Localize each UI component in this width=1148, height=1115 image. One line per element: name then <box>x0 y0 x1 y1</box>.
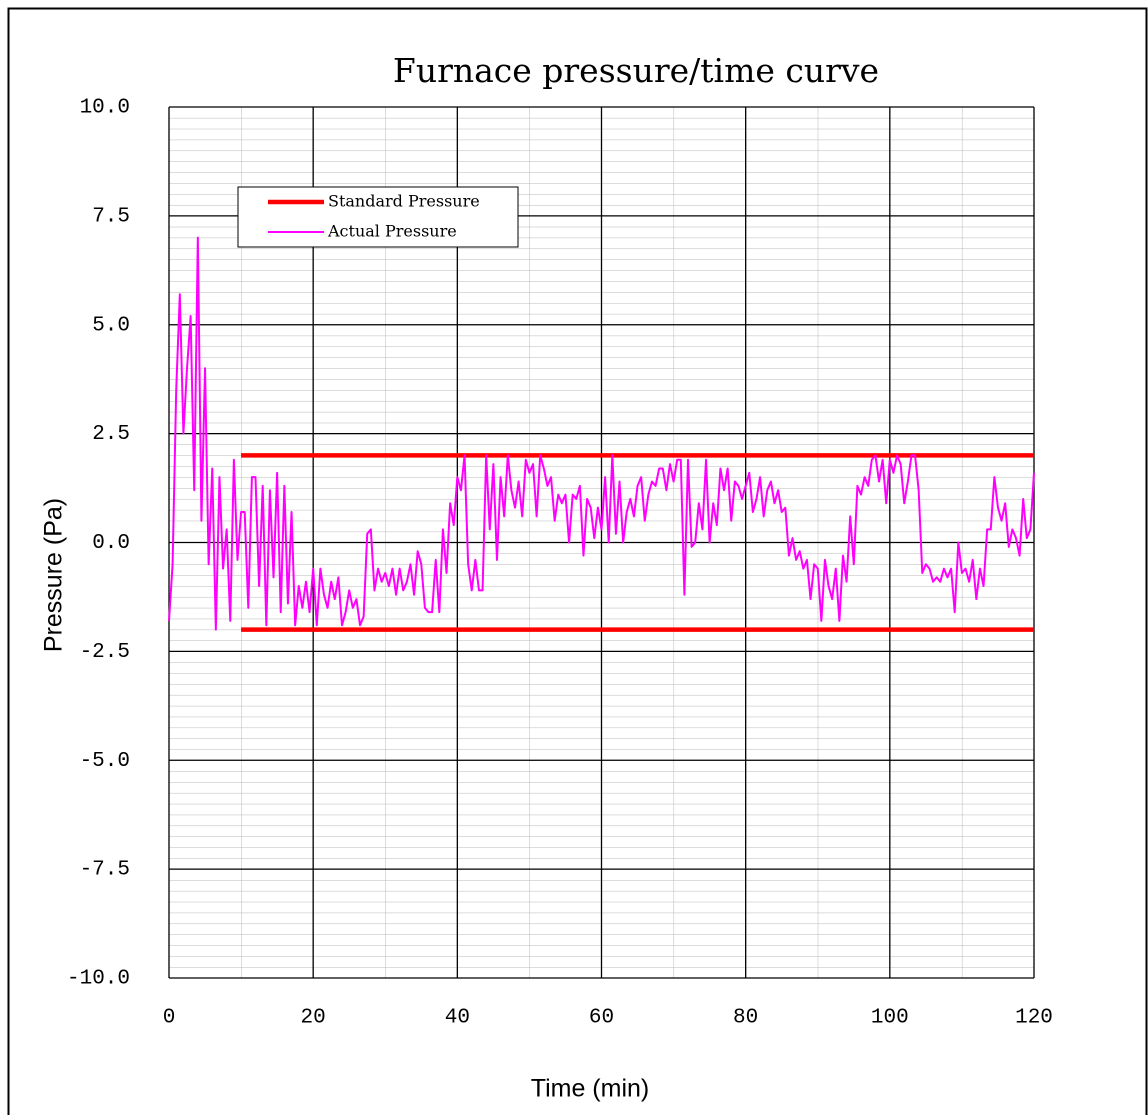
y-tick-label: 5.0 <box>92 314 130 337</box>
y-axis-label: Pressure (Pa) <box>40 498 68 652</box>
plot <box>168 236 1035 632</box>
y-tick-label: 0.0 <box>92 532 130 555</box>
x-tick-label: 0 <box>163 1007 176 1030</box>
y-tick-label: 2.5 <box>92 423 130 446</box>
y-tick-label: -10.0 <box>67 968 130 991</box>
legend-box <box>237 186 519 248</box>
x-tick-label: 120 <box>1015 1007 1053 1030</box>
series-line <box>168 236 1035 631</box>
chart-title: Furnace pressure/time curve <box>393 51 879 90</box>
y-tick-label: -5.0 <box>80 750 130 773</box>
x-tick-label: 40 <box>445 1007 470 1030</box>
x-tick-label: 60 <box>589 1007 614 1030</box>
legend-label: Standard Pressure <box>328 192 480 211</box>
legend: Standard Pressure Actual Pressure <box>237 186 519 248</box>
legend-label: Actual Pressure <box>327 222 457 241</box>
series-line <box>241 453 1034 632</box>
x-axis-label: Time (min) <box>531 1075 650 1103</box>
y-tick-label: 7.5 <box>92 205 130 228</box>
y-tick-label: -2.5 <box>80 641 130 664</box>
y-tick-label: -7.5 <box>80 859 130 882</box>
x-tick-label: 20 <box>301 1007 326 1030</box>
x-tick-label: 100 <box>871 1007 909 1030</box>
y-tick-label: 10.0 <box>80 97 130 120</box>
grid <box>168 106 1035 979</box>
x-tick-label: 80 <box>733 1007 758 1030</box>
